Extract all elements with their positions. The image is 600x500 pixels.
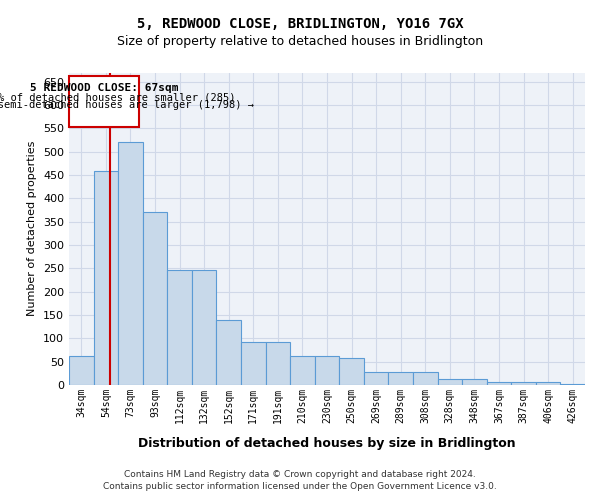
- Text: 5 REDWOOD CLOSE: 67sqm: 5 REDWOOD CLOSE: 67sqm: [30, 83, 178, 93]
- FancyBboxPatch shape: [69, 76, 139, 127]
- Bar: [290, 356, 315, 385]
- Bar: [487, 382, 511, 385]
- Bar: [364, 372, 388, 385]
- Text: Contains public sector information licensed under the Open Government Licence v3: Contains public sector information licen…: [103, 482, 497, 491]
- Bar: [511, 382, 536, 385]
- Bar: [167, 270, 192, 385]
- Bar: [462, 380, 487, 385]
- Bar: [315, 356, 339, 385]
- Bar: [143, 212, 167, 385]
- Text: Contains HM Land Registry data © Crown copyright and database right 2024.: Contains HM Land Registry data © Crown c…: [124, 470, 476, 479]
- Bar: [241, 342, 266, 385]
- Text: Size of property relative to detached houses in Bridlington: Size of property relative to detached ho…: [117, 35, 483, 48]
- X-axis label: Distribution of detached houses by size in Bridlington: Distribution of detached houses by size …: [138, 437, 516, 450]
- Bar: [69, 356, 94, 385]
- Bar: [437, 380, 462, 385]
- Y-axis label: Number of detached properties: Number of detached properties: [28, 141, 37, 316]
- Bar: [192, 270, 217, 385]
- Bar: [339, 358, 364, 385]
- Bar: [118, 142, 143, 385]
- Bar: [94, 172, 118, 385]
- Text: 5, REDWOOD CLOSE, BRIDLINGTON, YO16 7GX: 5, REDWOOD CLOSE, BRIDLINGTON, YO16 7GX: [137, 18, 463, 32]
- Bar: [536, 382, 560, 385]
- Bar: [560, 384, 585, 385]
- Bar: [413, 372, 437, 385]
- Bar: [266, 342, 290, 385]
- Bar: [217, 320, 241, 385]
- Text: 86% of semi-detached houses are larger (1,798) →: 86% of semi-detached houses are larger (…: [0, 100, 254, 110]
- Bar: [388, 372, 413, 385]
- Text: ← 14% of detached houses are smaller (285): ← 14% of detached houses are smaller (28…: [0, 92, 235, 102]
